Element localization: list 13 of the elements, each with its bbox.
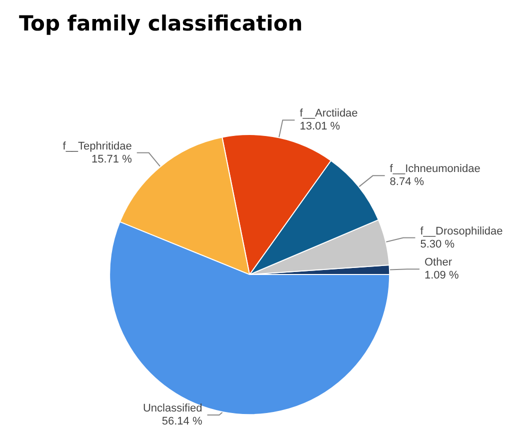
slice-label: f__Drosophilidae bbox=[420, 225, 503, 238]
chart-title: Top family classification bbox=[19, 12, 303, 36]
slice-label: Other bbox=[424, 256, 452, 269]
data-label: 5.30 % bbox=[420, 238, 455, 250]
data-label: 8.74 % bbox=[390, 176, 424, 188]
slice-label: Unclassified bbox=[142, 402, 202, 414]
data-label: 1.09 % bbox=[424, 270, 459, 282]
slice-label: f__Arctiidae bbox=[300, 108, 358, 120]
slice-label: f__Tephritidae bbox=[62, 140, 132, 152]
data-label: 13.01 % bbox=[300, 120, 340, 133]
slice-label: f__Ichneumonidae bbox=[390, 163, 480, 176]
data-label: 56.14 % bbox=[162, 416, 202, 428]
data-label: 15.71 % bbox=[91, 153, 132, 166]
